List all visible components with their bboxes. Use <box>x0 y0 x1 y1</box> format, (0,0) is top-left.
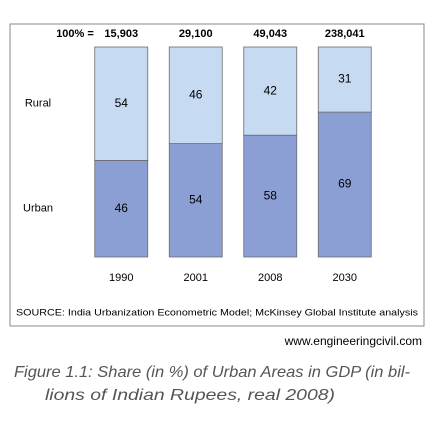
total-label: 49,043 <box>253 28 287 40</box>
bar-segment <box>94 46 149 161</box>
watermark: www.engineeringcivil.com <box>284 334 422 348</box>
data-label: 46 <box>115 201 129 215</box>
total-label: 15,903 <box>104 28 138 40</box>
x-tick-label: 2008 <box>258 272 282 284</box>
bar-segment <box>243 134 298 258</box>
bar-segment <box>243 46 298 136</box>
series-label: Rural <box>25 98 51 110</box>
total-label: 238,041 <box>325 28 365 40</box>
data-label: 46 <box>189 87 203 101</box>
totals-label: 100% = <box>56 28 94 40</box>
data-label: 54 <box>115 96 129 110</box>
data-label: 54 <box>189 192 203 206</box>
data-label: 31 <box>338 72 352 86</box>
series-label: Urban <box>23 203 53 215</box>
bar-segment <box>168 46 223 144</box>
caption-line: Figure 1.1: Share (in %) of Urban Areas … <box>14 364 410 381</box>
data-label: 58 <box>264 188 278 202</box>
total-label: 29,100 <box>179 28 213 40</box>
bar-segment <box>317 111 372 258</box>
data-label: 69 <box>338 177 352 191</box>
data-label: 42 <box>264 83 278 97</box>
x-tick-label: 1990 <box>109 272 133 284</box>
bar-segment <box>317 46 372 113</box>
caption-line: lions of Indian Rupees, real 2008) <box>45 387 335 404</box>
source: SOURCE: India Urbanization Econometric M… <box>16 308 418 319</box>
x-tick-label: 2001 <box>184 272 208 284</box>
x-tick-label: 2030 <box>333 272 357 284</box>
bar-segment <box>168 143 223 258</box>
bar-segment <box>94 159 149 258</box>
